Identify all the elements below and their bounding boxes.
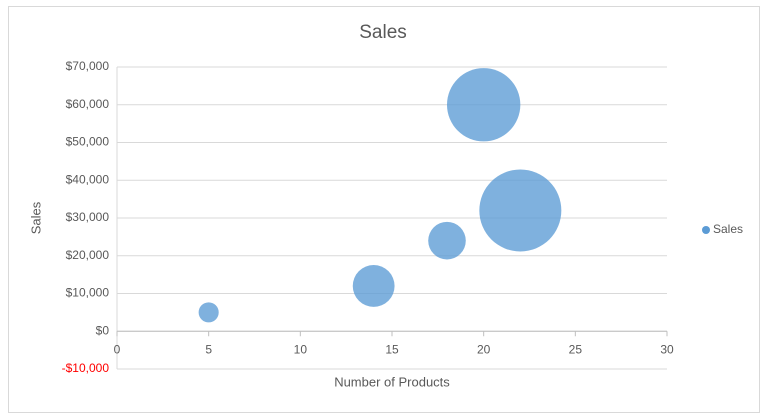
bubble: [428, 221, 466, 260]
legend-label: Sales: [713, 222, 743, 236]
y-tick-label: $70,000: [66, 59, 110, 73]
chart-border: [8, 6, 760, 413]
bubble: [198, 302, 219, 323]
y-tick-label: $60,000: [66, 97, 110, 111]
bubble: [352, 265, 395, 307]
y-tick-label: $40,000: [66, 172, 110, 186]
chart-title: Sales: [359, 22, 407, 43]
x-tick-label: 5: [205, 342, 212, 356]
x-tick-label: 30: [660, 342, 674, 356]
x-tick-label: 10: [294, 342, 308, 356]
bubble: [479, 169, 562, 252]
y-axis-label: Sales: [28, 201, 43, 234]
x-tick-label: 20: [477, 342, 491, 356]
y-tick-label: $50,000: [66, 135, 110, 149]
x-tick-label: 0: [114, 342, 121, 356]
y-tick-label: $10,000: [66, 286, 110, 300]
y-tick-label: $0: [96, 323, 110, 337]
x-tick-label: 25: [569, 342, 583, 356]
x-tick-label: 15: [385, 342, 399, 356]
legend-marker: [702, 226, 710, 234]
y-tick-label: $30,000: [66, 210, 110, 224]
bubble: [446, 68, 521, 142]
y-tick-label: $20,000: [66, 248, 110, 262]
y-tick-label: -$10,000: [62, 361, 110, 375]
x-axis-label: Number of Products: [334, 374, 450, 389]
